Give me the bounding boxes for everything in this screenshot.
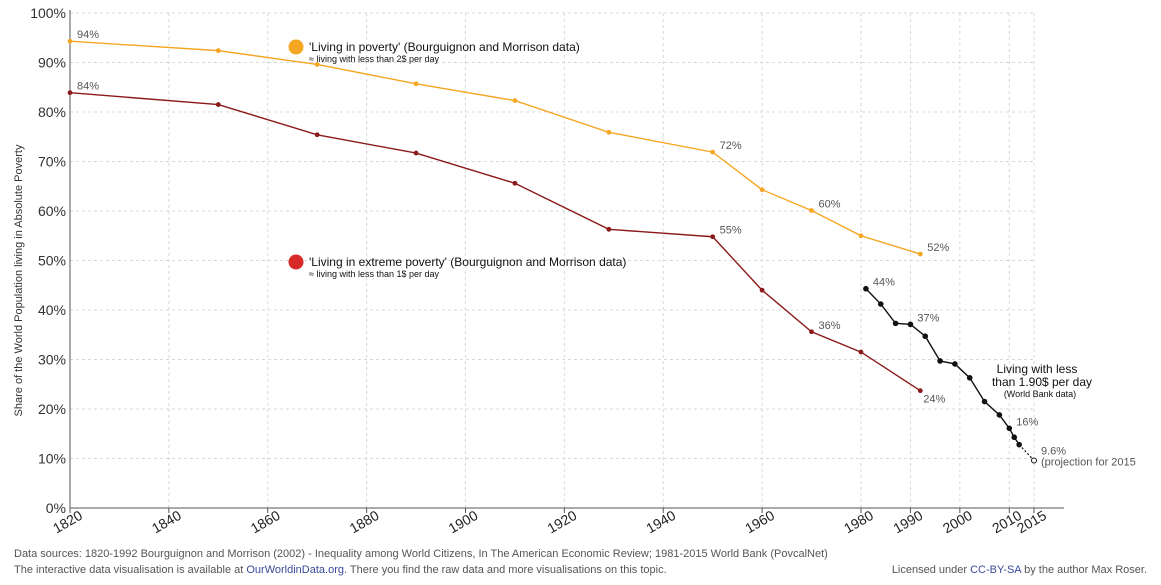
grid: [70, 12, 1035, 508]
y-tick-label: 0%: [46, 500, 66, 516]
data-point: [314, 62, 320, 67]
x-tick-label: 1880: [347, 507, 382, 537]
x-tick-label: 1860: [248, 507, 283, 537]
legend-title: 'Living in poverty' (Bourguignon and Mor…: [309, 40, 580, 54]
data-point: [966, 375, 973, 381]
data-point: [922, 333, 929, 340]
data-point: [413, 81, 419, 87]
license-pre: Licensed under: [891, 564, 971, 576]
data-label: 44%: [873, 277, 895, 289]
data-point: [907, 321, 914, 328]
legend-marker: [288, 254, 304, 270]
data-point: [877, 301, 884, 307]
series-line: [69, 40, 921, 255]
owid-link[interactable]: OurWorldinData.org: [246, 564, 344, 576]
x-tick-label: 1940: [643, 507, 678, 537]
y-tick-label: 20%: [38, 401, 66, 417]
y-tick-label: 80%: [38, 104, 66, 120]
data-point: [606, 226, 612, 232]
data-point: [215, 48, 221, 54]
data-point: [981, 398, 988, 405]
data-label: 94%: [77, 29, 99, 41]
y-tick-label: 50%: [38, 253, 66, 269]
y-tick-label: 70%: [38, 154, 66, 170]
projection-value-label: 9.6%: [1041, 445, 1066, 457]
data-point: [759, 187, 765, 193]
x-tick-label: 2000: [940, 507, 975, 537]
x-tick-label: 1900: [445, 507, 480, 537]
projection-point: [1031, 457, 1037, 464]
data-point: [215, 102, 221, 107]
series-line: [69, 91, 921, 392]
footer-line1: Data sources: 1820-1992 Bourguignon and …: [14, 548, 828, 560]
license-post: by the author Max Roser.: [1021, 564, 1147, 576]
x-tick-label: 1960: [742, 507, 777, 537]
legend-title: 'Living in extreme poverty' (Bourguignon…: [309, 255, 626, 269]
y-tick-label: 60%: [38, 203, 66, 219]
data-point: [710, 149, 716, 155]
y-tick-label: 30%: [38, 352, 66, 368]
y-tick-label: 10%: [38, 451, 66, 467]
data-label: 84%: [77, 81, 99, 93]
data-label: 16%: [1016, 416, 1038, 428]
legend: 'Living in poverty' (Bourguignon and Mor…: [288, 39, 626, 279]
data-point: [67, 90, 73, 96]
projection-note-label: (projection for 2015: [1041, 456, 1136, 468]
data-point: [1011, 434, 1018, 441]
series-layer: [67, 38, 1037, 464]
data-point: [512, 180, 518, 186]
poverty-chart: 0%10%20%30%40%50%60%70%80%90%100%1820 184…: [13, 5, 1136, 536]
wb-label-line1: Living with less: [997, 362, 1078, 376]
data-label: 52%: [927, 242, 949, 254]
wb-label-line3: (World Bank data): [1004, 389, 1076, 399]
legend-subtitle: ≈ living with less than 1$ per day: [309, 269, 440, 279]
data-point: [314, 132, 320, 138]
axes: 0%10%20%30%40%50%60%70%80%90%100%1820 184…: [13, 5, 1064, 536]
data-point: [809, 329, 814, 335]
y-axis-title: Share of the World Population living in …: [13, 144, 25, 416]
data-point: [858, 349, 864, 355]
data-label: 36%: [819, 320, 841, 332]
data-point: [892, 320, 899, 327]
data-point: [809, 208, 814, 213]
x-tick-label: 1990: [890, 507, 925, 537]
data-point: [937, 358, 943, 364]
x-tick-label: 1840: [149, 507, 184, 537]
x-tick-label: 2015: [1014, 507, 1049, 537]
footer-license: Licensed under CC-BY-SA by the author Ma…: [892, 564, 1147, 576]
data-point: [759, 287, 765, 293]
data-point: [606, 129, 612, 135]
footer-line2-post: . There you find the raw data and more v…: [343, 564, 667, 576]
y-tick-label: 90%: [38, 55, 66, 71]
y-tick-label: 40%: [38, 302, 66, 318]
x-tick-label: 1920: [544, 507, 579, 537]
data-point: [710, 234, 716, 240]
data-labels: 9.6%(projection for 2015 94% 72% 60% 52% 84% 5…: [77, 29, 1136, 468]
data-point: [512, 98, 518, 104]
wb-label-line2: than 1.90$ per day: [992, 375, 1092, 389]
data-point: [952, 361, 958, 367]
data-point: [917, 388, 923, 394]
data-point: [858, 233, 864, 239]
data-label: 37%: [917, 312, 939, 324]
footer-info: The interactive data visualisation is av…: [14, 564, 667, 576]
data-point: [863, 285, 869, 292]
data-point: [67, 38, 73, 44]
data-label: 24%: [923, 394, 945, 406]
data-point: [996, 412, 1003, 418]
data-point: [413, 150, 419, 156]
footer-sources: Data sources: 1820-1992 Bourguignon and …: [14, 548, 828, 560]
y-tick-label: 100%: [30, 5, 66, 21]
legend-subtitle: ≈ living with less than 2$ per day: [309, 54, 440, 64]
data-point: [1006, 425, 1013, 432]
data-label: 72%: [720, 140, 742, 152]
x-tick-label: 1980: [841, 507, 876, 537]
data-label: 55%: [720, 225, 742, 237]
data-point: [917, 251, 923, 257]
footer-line2-pre: The interactive data visualisation is av…: [14, 564, 247, 576]
legend-marker: [288, 39, 304, 55]
data-label: 60%: [819, 199, 841, 211]
license-link[interactable]: CC-BY-SA: [970, 564, 1022, 576]
